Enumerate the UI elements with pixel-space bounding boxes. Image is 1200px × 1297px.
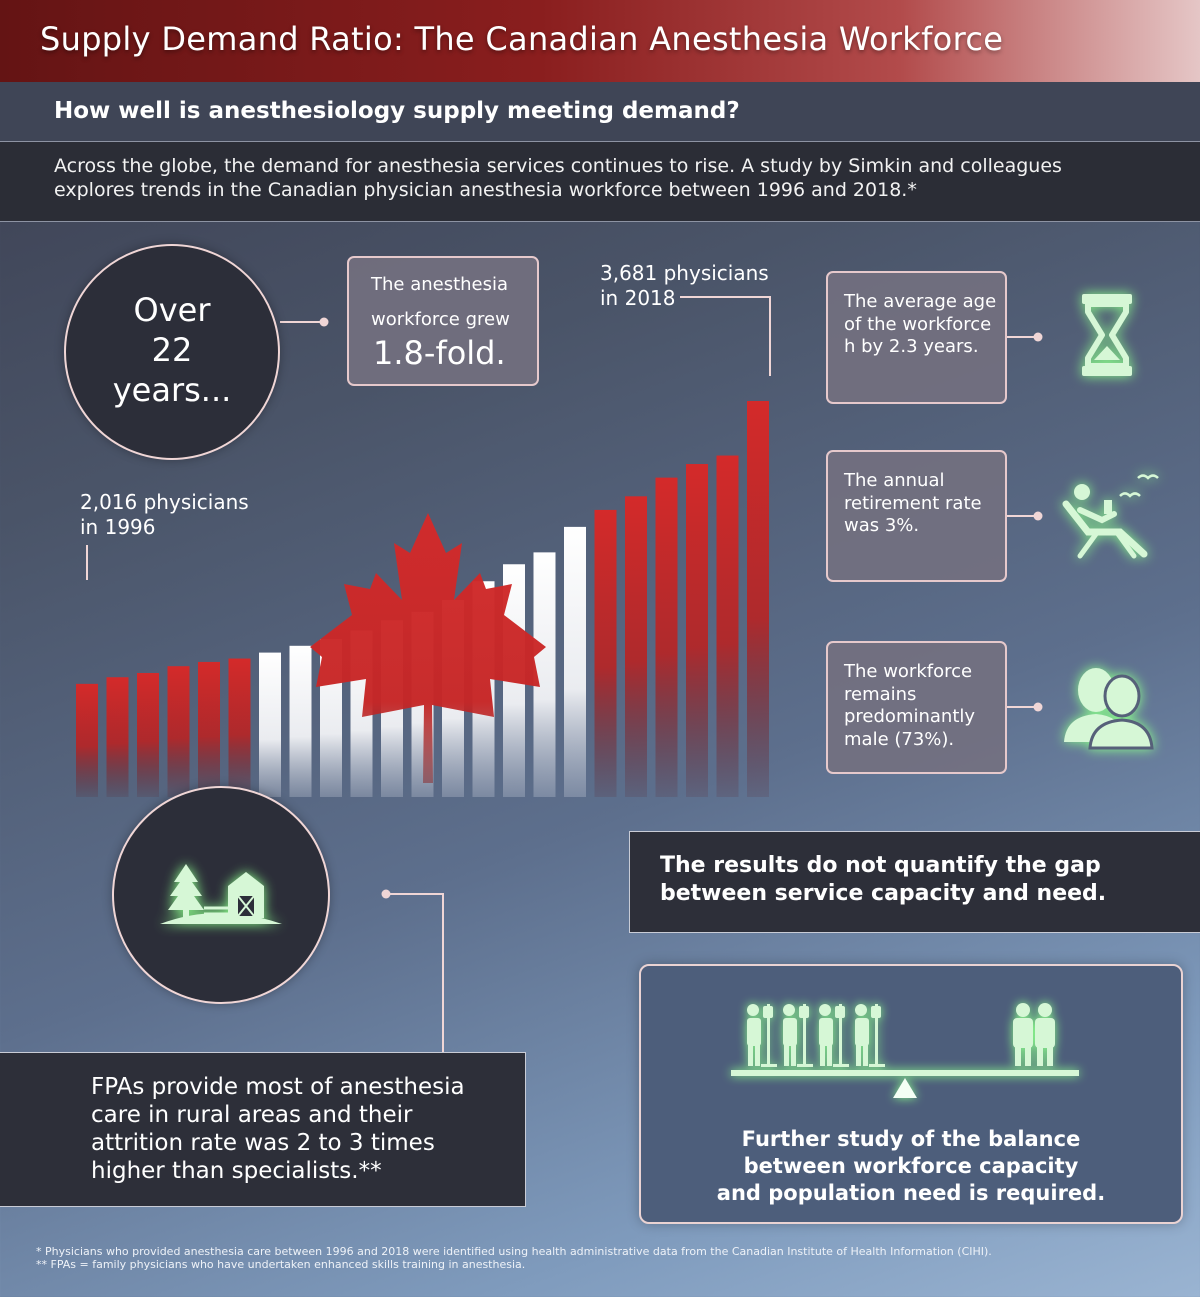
average-age-box: The average age of the workforce h by 2.…: [826, 271, 1007, 404]
end-year: in 2018: [600, 286, 676, 310]
growth-value: 1.8-fold.: [373, 334, 506, 372]
bar-2001: [228, 658, 251, 797]
lounge-chair-icon: [1062, 474, 1159, 559]
end-count-label: 3,681 physicians in 2018: [600, 261, 769, 311]
bar-2002: [259, 652, 281, 797]
growth-line-2: workforce grew: [371, 309, 510, 330]
scale-icon: [731, 1003, 1079, 1098]
results-text: The results do not quantify the gap betw…: [660, 853, 1107, 906]
bar-2003: [289, 645, 312, 797]
hourglass-icon: [1082, 294, 1132, 376]
page-title: Supply Demand Ratio: The Canadian Anesth…: [40, 20, 1004, 58]
average-age-text: The average age of the workforce h by 2.…: [844, 291, 997, 357]
fpa-panel: FPAs provide most of anesthesia care in …: [0, 1052, 526, 1207]
retirement-rate-box: The annual retirement rate was 3%.: [826, 450, 1007, 582]
bar-2011: [533, 552, 556, 797]
footnotes: * Physicians who provided anesthesia car…: [36, 1245, 1186, 1271]
rural-farm-icon: [160, 864, 282, 924]
bar-2016: [686, 464, 708, 797]
bar-1998: [137, 672, 159, 797]
balance-line-1: Further study of the balance: [741, 1127, 1081, 1151]
gender-text: The workforce remains predominantly male…: [844, 661, 976, 750]
bar-1997: [106, 677, 129, 797]
balance-line-2: between workforce capacity: [743, 1154, 1079, 1178]
years-count: 22: [151, 331, 193, 369]
question-bar: How well is anesthesiology supply meetin…: [0, 82, 1200, 142]
growth-line-1: The anesthesia: [371, 274, 509, 295]
start-count-label: 2,016 physicians in 1996: [80, 490, 249, 540]
start-count: 2,016 physicians: [80, 490, 249, 514]
bar-2013: [594, 509, 617, 797]
bar-2017: [716, 455, 739, 797]
retirement-rate-text: The annual retirement rate was 3%.: [844, 470, 982, 536]
title-banner: Supply Demand Ratio: The Canadian Anesth…: [0, 0, 1200, 82]
rural-circle: [112, 786, 330, 1004]
workforce-bar-chart: [76, 401, 769, 797]
bar-2015: [655, 477, 678, 797]
footnote-1: * Physicians who provided anesthesia car…: [36, 1245, 992, 1258]
bar-2018: [747, 401, 769, 797]
intro-line-1: Across the globe, the demand for anesthe…: [54, 155, 1062, 177]
over-label: Over: [133, 291, 211, 329]
over-22-years-circle: Over 22 years...: [64, 244, 280, 460]
intro-text: Across the globe, the demand for anesthe…: [54, 154, 1164, 202]
bar-2012: [564, 526, 586, 797]
results-panel: The results do not quantify the gap betw…: [629, 831, 1200, 933]
growth-box: The anesthesia workforce grew 1.8-fold.: [347, 256, 539, 386]
intro-panel: Across the globe, the demand for anesthe…: [0, 142, 1200, 222]
years-label: years...: [112, 371, 232, 409]
bar-2014: [625, 496, 647, 797]
bar-1996: [76, 683, 98, 797]
intro-line-2: explores trends in the Canadian physicia…: [54, 179, 917, 201]
bar-2000: [198, 661, 220, 797]
footnote-2: ** FPAs = family physicians who have und…: [36, 1258, 526, 1271]
people-icon: [1064, 668, 1154, 750]
end-count: 3,681 physicians: [600, 261, 769, 285]
maple-leaf-icon: [310, 513, 546, 783]
question-heading: How well is anesthesiology supply meetin…: [54, 98, 740, 124]
balance-panel: Further study of the balance between wor…: [639, 964, 1183, 1224]
bar-1999: [167, 666, 190, 797]
balance-line-3: and population need is required.: [716, 1181, 1106, 1205]
start-year: in 1996: [80, 515, 156, 539]
balance-text: Further study of the balance between wor…: [641, 1126, 1181, 1207]
gender-box: The workforce remains predominantly male…: [826, 641, 1007, 774]
fpa-text: FPAs provide most of anesthesia care in …: [91, 1074, 465, 1184]
